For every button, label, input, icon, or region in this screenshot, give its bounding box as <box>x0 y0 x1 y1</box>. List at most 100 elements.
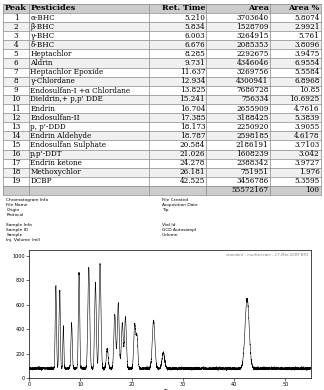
Text: 3.9727: 3.9727 <box>294 159 319 167</box>
Text: 100: 100 <box>306 186 319 195</box>
Text: 2: 2 <box>14 23 18 31</box>
Text: 20.584: 20.584 <box>180 141 205 149</box>
Text: Heptachlor: Heptachlor <box>30 50 72 58</box>
Bar <box>3 86 321 95</box>
Text: 8: 8 <box>14 77 18 85</box>
Bar <box>3 95 321 104</box>
Text: 17: 17 <box>11 159 21 167</box>
Bar <box>3 131 321 140</box>
Text: 6.9554: 6.9554 <box>294 59 319 67</box>
Text: α-BHC: α-BHC <box>30 14 55 21</box>
Text: γ-Chlordane: γ-Chlordane <box>30 77 75 85</box>
Bar <box>3 40 321 50</box>
Text: DCBP: DCBP <box>30 177 52 185</box>
Text: 7: 7 <box>14 68 18 76</box>
Text: standard - multistream - 17-Mar-2009 B91: standard - multistream - 17-Mar-2009 B91 <box>226 254 308 257</box>
Text: Endrin Aldehyde: Endrin Aldehyde <box>30 132 91 140</box>
Text: 2598185: 2598185 <box>236 132 269 140</box>
Text: 55572167: 55572167 <box>232 186 269 195</box>
Text: 2655909: 2655909 <box>236 105 269 113</box>
Text: 10.6925: 10.6925 <box>289 96 319 103</box>
Bar <box>3 159 321 168</box>
Text: 5.761: 5.761 <box>299 32 319 40</box>
Bar <box>3 149 321 159</box>
Text: 1608239: 1608239 <box>236 150 269 158</box>
Text: Peak: Peak <box>5 4 27 12</box>
Bar <box>3 186 321 195</box>
X-axis label: Time: Time <box>163 389 177 390</box>
Text: 6: 6 <box>14 59 18 67</box>
Text: 11: 11 <box>11 105 21 113</box>
Bar <box>3 50 321 58</box>
Text: 11.637: 11.637 <box>180 68 205 76</box>
Text: p, p'-DDD: p, p'-DDD <box>30 123 66 131</box>
Text: 751951: 751951 <box>241 168 269 176</box>
Text: Methoxychlor: Methoxychlor <box>30 168 81 176</box>
Text: β-BHC: β-BHC <box>30 23 54 31</box>
Text: 2250920: 2250920 <box>236 123 269 131</box>
Bar <box>3 168 321 177</box>
Text: 10: 10 <box>11 96 21 103</box>
Text: 16: 16 <box>11 150 21 158</box>
Text: 4.6178: 4.6178 <box>294 132 319 140</box>
Text: 4.7616: 4.7616 <box>294 105 319 113</box>
Text: 4300941: 4300941 <box>236 77 269 85</box>
Bar <box>3 67 321 77</box>
Text: 3.9055: 3.9055 <box>294 123 319 131</box>
Text: 5: 5 <box>14 50 18 58</box>
Text: 5.834: 5.834 <box>185 23 205 31</box>
Text: 16.704: 16.704 <box>180 105 205 113</box>
Text: Endrin: Endrin <box>30 105 55 113</box>
Text: 2388342: 2388342 <box>237 159 269 167</box>
Bar <box>3 140 321 149</box>
Text: 756334: 756334 <box>241 96 269 103</box>
Text: 13: 13 <box>11 123 20 131</box>
Text: 6.676: 6.676 <box>184 41 205 49</box>
Text: 5.210: 5.210 <box>184 14 205 21</box>
Bar <box>3 4 321 13</box>
Bar <box>3 22 321 31</box>
Text: 9.731: 9.731 <box>184 59 205 67</box>
Text: 21.026: 21.026 <box>180 150 205 158</box>
Text: 3.9475: 3.9475 <box>294 50 319 58</box>
Text: 42.525: 42.525 <box>180 177 205 185</box>
Bar <box>3 58 321 67</box>
Text: 4346046: 4346046 <box>237 59 269 67</box>
Text: Aldrin: Aldrin <box>30 59 53 67</box>
Text: Endosulfan-II: Endosulfan-II <box>30 113 80 122</box>
Text: 2186191: 2186191 <box>236 141 269 149</box>
Text: 7686728: 7686728 <box>236 86 269 94</box>
Text: 3188425: 3188425 <box>236 113 269 122</box>
Text: Endrin ketone: Endrin ketone <box>30 159 82 167</box>
Text: 1.976: 1.976 <box>299 168 319 176</box>
Text: Area %: Area % <box>288 4 319 12</box>
Text: 3.042: 3.042 <box>299 150 319 158</box>
Text: Pesticides: Pesticides <box>30 4 75 12</box>
Text: 3.7103: 3.7103 <box>294 141 319 149</box>
Text: 2.9921: 2.9921 <box>294 23 319 31</box>
Text: 2292675: 2292675 <box>236 50 269 58</box>
Text: 26.181: 26.181 <box>179 168 205 176</box>
Text: 10.85: 10.85 <box>299 86 319 94</box>
Text: γ-BHC: γ-BHC <box>30 32 54 40</box>
Text: 12: 12 <box>11 113 21 122</box>
Text: 18.787: 18.787 <box>180 132 205 140</box>
Text: 4: 4 <box>14 41 18 49</box>
Text: 6.003: 6.003 <box>185 32 205 40</box>
Bar <box>3 122 321 131</box>
Text: 3264915: 3264915 <box>236 32 269 40</box>
Text: 5.3839: 5.3839 <box>295 113 319 122</box>
Text: 5.5584: 5.5584 <box>294 68 319 76</box>
Bar <box>3 113 321 122</box>
Text: 17.385: 17.385 <box>180 113 205 122</box>
Text: 1528709: 1528709 <box>236 23 269 31</box>
Bar <box>3 13 321 22</box>
Bar <box>3 31 321 40</box>
Bar <box>3 104 321 113</box>
Text: Endosulfan Sulphate: Endosulfan Sulphate <box>30 141 106 149</box>
Text: Chromatogram Info
File Name
Origin
Protocol

Sample Info
Sample ID
Sample
Inj. V: Chromatogram Info File Name Origin Proto… <box>6 198 49 242</box>
Text: 3269756: 3269756 <box>237 68 269 76</box>
Text: Area: Area <box>248 4 269 12</box>
Text: 3.8096: 3.8096 <box>294 41 319 49</box>
Text: Heptachlor Epoxide: Heptachlor Epoxide <box>30 68 103 76</box>
